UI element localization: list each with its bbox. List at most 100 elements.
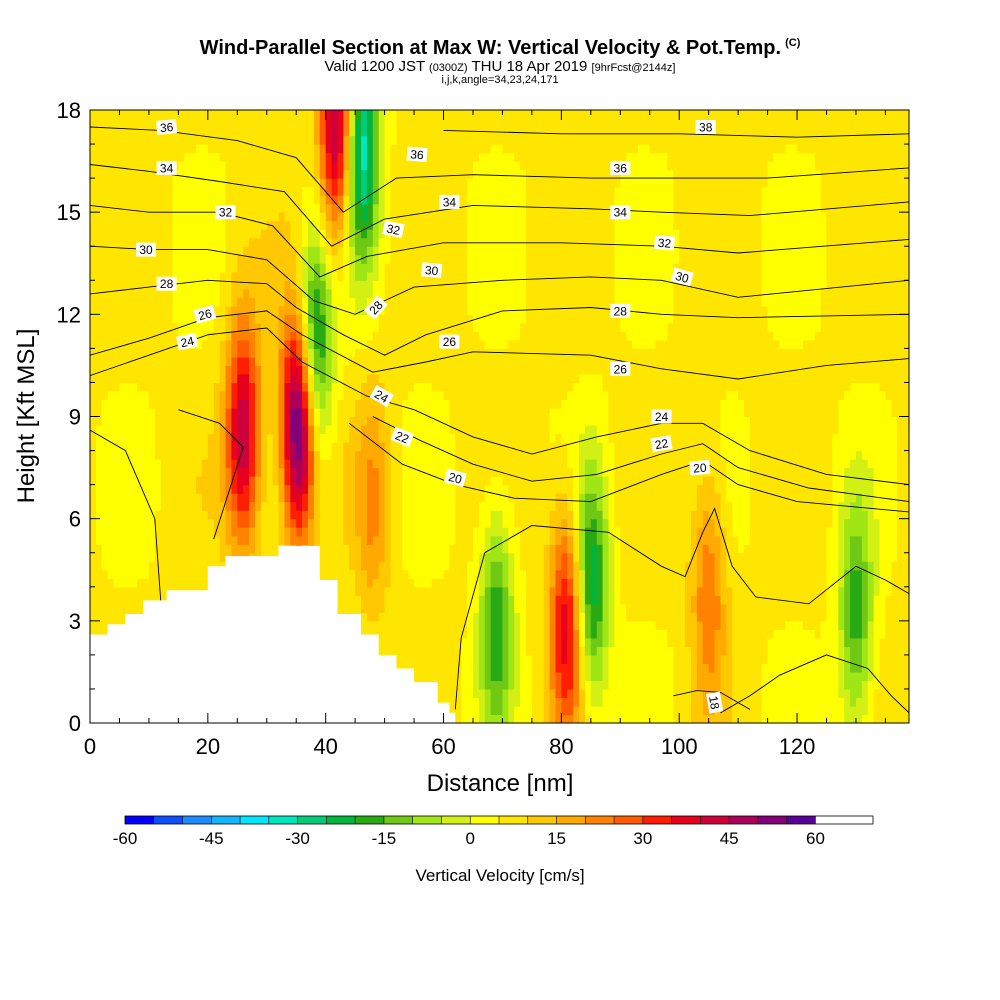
colorbar-bin (441, 816, 471, 824)
plot-area: 36 34 32 30 28 26 24 36 34 32 30 28 26 24 22 20 38 36 34 32… (89, 109, 910, 724)
contour-label-26: 26 (610, 361, 631, 376)
colorbar-tick-label: -60 (113, 829, 138, 848)
colorbar-bin (326, 816, 356, 824)
x-tick-label: 40 (313, 734, 337, 759)
chart-subtitle: Valid 1200 JST (0300Z) THU 18 Apr 2019 [… (324, 58, 676, 75)
colorbar-bin (182, 816, 212, 824)
y-tick-label: 6 (69, 507, 81, 532)
theta-contour-38 (443, 129, 909, 138)
colorbar-tick-label: -15 (372, 829, 397, 848)
theta-contour-18 (454, 507, 909, 710)
y-axis-label: Height [Kft MSL] (13, 329, 40, 504)
velocity-field (90, 110, 909, 723)
colorbar-bin (268, 816, 298, 824)
colorbar-bin (585, 816, 615, 824)
contour-label-36: 36 (610, 160, 631, 175)
y-tick-label: 0 (69, 711, 81, 736)
x-tick-label: 120 (779, 734, 816, 759)
contour-label-28: 28 (363, 295, 388, 320)
contour-label-18: 18 (705, 691, 724, 714)
contour-label-30: 30 (670, 267, 694, 287)
colorbar-bin (757, 816, 787, 824)
contour-label-34: 34 (439, 194, 460, 209)
colorbar-bin (729, 816, 759, 824)
colorbar-bin (240, 816, 270, 824)
colorbar-bin (383, 816, 413, 824)
colorbar-bin (355, 816, 385, 824)
theta-contour-24 (90, 327, 909, 486)
x-tick-label: 100 (661, 734, 698, 759)
theta-contour-16 (673, 690, 751, 710)
theta-contour-20c (349, 422, 909, 513)
colorbar-tick-label: 15 (547, 829, 566, 848)
theta-contours (90, 126, 909, 714)
theta-contour-18b (720, 654, 909, 714)
terrain (90, 545, 456, 723)
contour-label-30: 30 (136, 242, 156, 257)
title-mark: (C) (785, 37, 801, 49)
colorbar-bin (671, 816, 701, 824)
y-tick-label: 9 (69, 405, 81, 430)
contour-label-34: 34 (610, 205, 631, 220)
x-tick-label: 60 (431, 734, 455, 759)
contour-label-28: 28 (156, 276, 177, 291)
x-axis: 0 20 40 60 80 100 120 (84, 110, 886, 759)
contour-label-30: 30 (421, 262, 443, 278)
contour-label-32: 32 (215, 205, 236, 220)
colorbar-bin (556, 816, 586, 824)
colorbar-bin (153, 816, 183, 824)
contour-label-20: 20 (689, 459, 711, 476)
contour-label-36: 36 (406, 146, 428, 162)
theta-contour-22 (372, 416, 909, 503)
colorbar-bin (125, 816, 155, 824)
colorbar-tick-label: -30 (285, 829, 310, 848)
contour-label-22: 22 (390, 426, 415, 448)
colorbar-bin (412, 816, 442, 824)
theta-contour-36 (90, 126, 909, 213)
y-tick-label: 12 (57, 302, 81, 327)
contour-label-36: 36 (156, 119, 178, 135)
colorbar-label: Vertical Velocity [cm/s] (415, 866, 584, 885)
colorbar-tick-label: 45 (720, 829, 739, 848)
theta-contour-28 (90, 279, 909, 356)
contour-label-22: 22 (650, 435, 673, 453)
contour-label-38: 38 (695, 120, 716, 135)
colorbar-tick-label: 30 (633, 829, 652, 848)
theta-contour-20b (178, 409, 244, 540)
contour-label-24: 24 (369, 385, 394, 408)
contour-label-26: 26 (439, 334, 460, 349)
theta-contour-20 (90, 429, 162, 601)
contour-label-28: 28 (610, 303, 631, 318)
contour-label-20: 20 (443, 468, 467, 488)
contour-label-26: 26 (193, 304, 217, 324)
colorbar-tick-label: 60 (806, 829, 825, 848)
x-tick-label: 80 (549, 734, 573, 759)
colorbar-bin (527, 816, 557, 824)
colorbar-bin (470, 816, 500, 824)
y-tick-label: 18 (57, 98, 81, 123)
theta-contour-34 (90, 164, 909, 247)
theta-contour-30 (90, 245, 909, 315)
contour-label-24: 24 (175, 332, 199, 351)
colorbar: -60 -45 -30 -15 0 15 30 45 60 (113, 815, 874, 848)
contour-label-32: 32 (382, 220, 405, 239)
contour-label-24: 24 (651, 409, 672, 424)
chart-title-block: Wind-Parallel Section at Max W: Vertical… (0, 38, 1000, 86)
x-tick-label: 0 (84, 734, 96, 759)
x-axis-label: Distance [nm] (427, 770, 574, 797)
contour-label-34: 34 (156, 160, 177, 175)
theta-contour-32 (90, 204, 909, 278)
colorbar-tick-label: 0 (465, 829, 474, 848)
colorbar-bin (700, 816, 730, 824)
colorbar-bin (499, 816, 529, 824)
x-tick-label: 20 (196, 734, 220, 759)
colorbar-tick-label: -45 (199, 829, 224, 848)
colorbar-bin (786, 816, 816, 824)
colorbar-bin (211, 816, 241, 824)
colorbar-bin (614, 816, 644, 824)
y-tick-label: 15 (57, 200, 81, 225)
colorbar-bin (297, 816, 327, 824)
chart-indices: i,j,k,angle=34,23,24,171 (441, 74, 559, 86)
contour-label-32: 32 (653, 234, 676, 251)
y-axis: 0 36 9 12 15 18 (57, 98, 909, 736)
